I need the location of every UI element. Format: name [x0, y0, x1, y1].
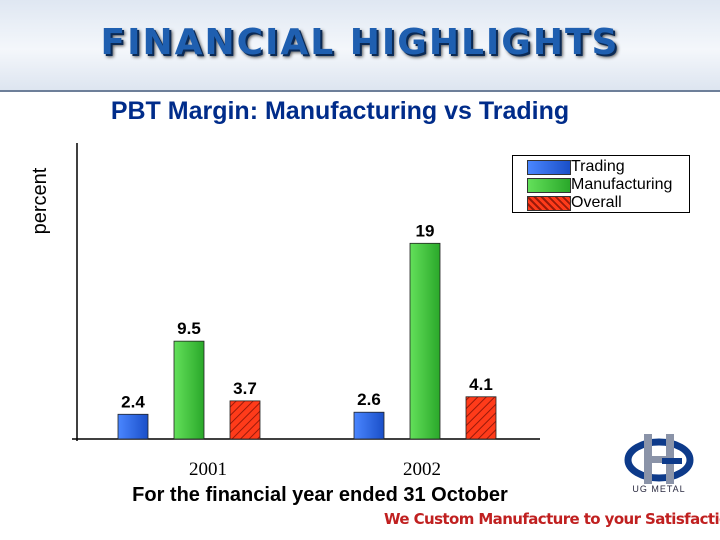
data-label-manufacturing-2002: 19 [416, 221, 435, 240]
bar-overall-2001 [229, 400, 261, 440]
bar-manufacturing-2001 [173, 340, 205, 440]
legend-swatch-manufacturing [527, 178, 571, 193]
y-axis-label: percent [29, 167, 51, 235]
bar-overall-2002 [465, 396, 497, 440]
legend: Trading Manufacturing Overall [512, 155, 690, 213]
data-label-manufacturing-2001: 9.5 [177, 319, 201, 338]
company-logo [624, 434, 694, 484]
title-banner: FINANCIAL HIGHLIGHTS [0, 0, 720, 92]
data-label-overall-2001: 3.7 [233, 379, 257, 398]
data-label-trading-2002: 2.6 [357, 390, 381, 409]
slogan: We Custom Manufacture to your Satisfacti… [384, 510, 720, 528]
legend-swatch-overall [527, 196, 571, 211]
x-axis-label: For the financial year ended 31 October [132, 484, 508, 506]
legend-label-overall: Overall [571, 194, 622, 211]
legend-label-manufacturing: Manufacturing [571, 176, 673, 193]
legend-item-overall: Overall [513, 194, 689, 211]
chart-title: PBT Margin: Manufacturing vs Trading [110, 97, 570, 125]
bar-trading-2001 [117, 413, 149, 440]
x-tick-2002: 2002 [403, 459, 441, 480]
bar-trading-2002 [353, 411, 385, 440]
data-label-overall-2002: 4.1 [469, 375, 493, 394]
legend-item-manufacturing: Manufacturing [513, 176, 689, 193]
bar-manufacturing-2002 [409, 242, 441, 440]
logo-text: UG METAL [632, 484, 686, 494]
legend-label-trading: Trading [571, 158, 625, 175]
legend-swatch-trading [527, 160, 571, 175]
legend-item-trading: Trading [513, 158, 689, 175]
x-tick-2001: 2001 [189, 459, 227, 480]
data-label-trading-2001: 2.4 [121, 392, 145, 411]
page-title: FINANCIAL HIGHLIGHTS [100, 22, 620, 63]
